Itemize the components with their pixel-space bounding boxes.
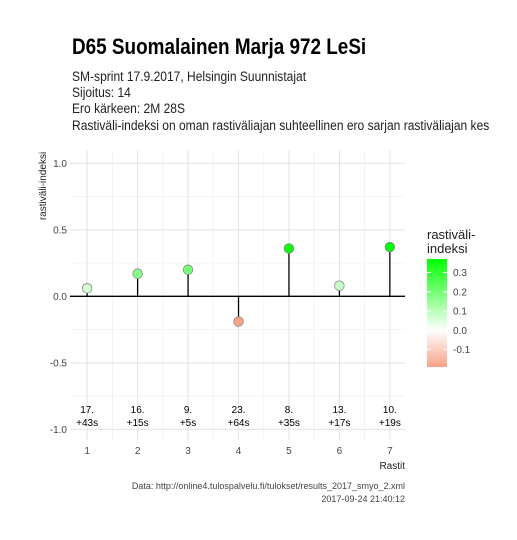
point-label: 9. (184, 405, 192, 416)
point-label: 10. (383, 405, 397, 416)
colorbar-tick-label: 0.2 (453, 287, 467, 298)
point (233, 316, 244, 327)
x-tick-label: 1 (84, 446, 90, 457)
point (334, 280, 345, 291)
caption: Data: http://online4.tulospalvelu.fi/tul… (132, 481, 405, 491)
x-tick-label: 2 (135, 446, 141, 457)
y-tick-label: -0.5 (50, 358, 68, 369)
x-tick-label: 4 (236, 446, 242, 457)
point-sublabel: +5s (180, 418, 196, 429)
subtitle: SM-sprint 17.9.2017, Helsingin Suunnista… (72, 68, 306, 84)
caption: 2017-09-24 21:40:12 (321, 494, 405, 504)
y-tick-label: 1.0 (53, 159, 67, 170)
colorbar-tick-label: -0.1 (453, 345, 471, 356)
point-label: 8. (285, 405, 293, 416)
x-tick-label: 6 (337, 446, 343, 457)
x-tick-label: 7 (387, 446, 393, 457)
point-sublabel: +64s (228, 418, 250, 429)
x-tick-label: 3 (185, 446, 191, 457)
y-axis-label: rastiväli-indeksi (38, 152, 49, 220)
point-label: 23. (232, 405, 246, 416)
y-tick-label: 0.5 (53, 225, 67, 236)
colorbar-tick-label: 0.0 (453, 326, 467, 337)
x-axis-label: Rastit (379, 461, 405, 472)
point (132, 268, 143, 279)
colorbar-tick-label: 0.1 (453, 307, 467, 318)
point-sublabel: +19s (379, 418, 401, 429)
point (182, 264, 194, 275)
subtitle: Sijoitus: 14 (72, 84, 131, 100)
colorbar (427, 259, 447, 367)
subtitle: Rastiväli-indeksi on oman rastiväliajan … (72, 117, 490, 133)
point-label: 17. (80, 405, 94, 416)
y-tick-label: -1.0 (50, 425, 68, 436)
point (283, 243, 295, 254)
header: D65 Suomalainen Marja 972 LeSi SM-sprint… (72, 35, 490, 134)
chart-title: D65 Suomalainen Marja 972 LeSi (72, 35, 366, 60)
point-label: 13. (332, 405, 346, 416)
colorbar-tick-label: 0.3 (453, 268, 467, 279)
point-sublabel: +15s (127, 418, 149, 429)
point (384, 241, 396, 253)
legend-title: indeksi (427, 241, 468, 256)
point (81, 283, 93, 294)
point-sublabel: +35s (278, 418, 300, 429)
y-tick-label: 0.0 (53, 292, 67, 303)
subtitle: Ero kärkeen: 2M 28S (72, 100, 185, 116)
point-sublabel: +17s (328, 418, 350, 429)
legend-title: rastiväli- (427, 227, 475, 242)
point-sublabel: +43s (76, 418, 98, 429)
point-label: 16. (131, 405, 145, 416)
x-tick-label: 5 (286, 446, 292, 457)
